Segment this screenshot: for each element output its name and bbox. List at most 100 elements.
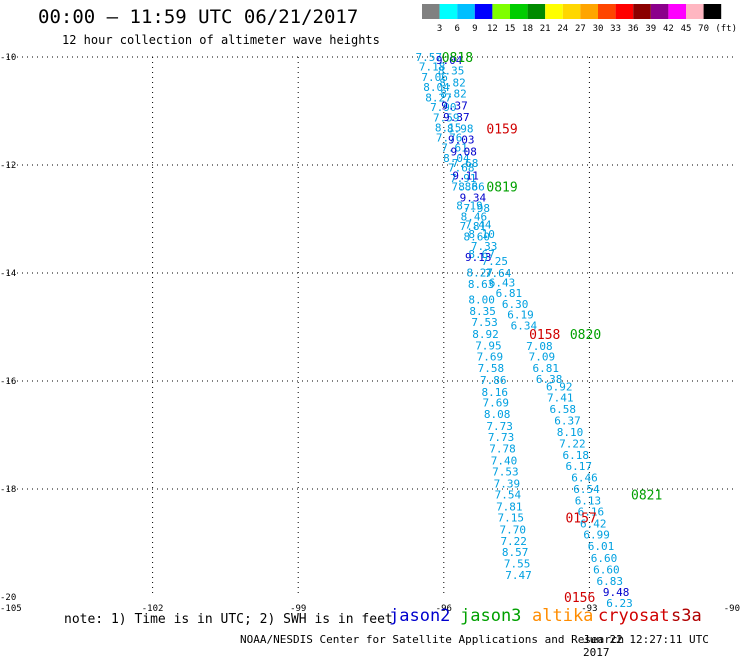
pass-time-label: 0818: [442, 51, 473, 66]
y-tick-label: -12: [0, 161, 16, 171]
wave-height-label: 9.34: [460, 191, 487, 204]
wave-height-label: 8.66: [458, 181, 485, 194]
x-tick-label: -90: [724, 604, 740, 614]
colorbar-label: 6: [454, 24, 459, 34]
wave-height-label: 8.15: [435, 122, 462, 135]
wave-height-label: 7.69: [482, 397, 509, 410]
wave-height-label: 8.27: [466, 266, 493, 279]
wave-height-label: 6.19: [507, 309, 534, 322]
wave-height-label: 7.53: [471, 316, 498, 329]
wave-height-label: 8.19: [456, 200, 483, 213]
wave-height-label: 7.47: [505, 569, 532, 582]
wave-height-label: 8.92: [472, 328, 499, 341]
colorbar-swatch: [457, 4, 475, 19]
y-tick-label: -10: [0, 53, 16, 63]
colorbar-swatch: [422, 4, 440, 19]
pass-time-label: 0159: [486, 122, 517, 137]
colorbar-swatch: [668, 4, 686, 19]
wave-height-label: 7.81: [496, 500, 523, 513]
wave-height-label: 6.58: [549, 403, 576, 416]
colorbar-label: 9: [472, 24, 477, 34]
wave-height-label: 8.60: [464, 230, 491, 243]
colorbar-label: 18: [522, 24, 533, 34]
colorbar-label: 45: [681, 24, 692, 34]
wave-height-label: 6.60: [593, 563, 620, 576]
wave-height-label: 7.25: [482, 255, 509, 268]
wave-height-label: 6.37: [554, 414, 581, 427]
x-tick-label: -102: [142, 604, 164, 614]
colorbar-swatch: [615, 4, 634, 19]
wave-height-label: 6.34: [511, 319, 538, 332]
wave-height-label: 6.46: [571, 472, 598, 485]
wave-height-label: 7.81: [460, 220, 487, 233]
wave-height-label: 7.44: [465, 218, 492, 231]
colorbar-unit: (ft): [715, 24, 737, 34]
colorbar-swatch: [527, 4, 546, 19]
footer-generated-time: Jun 22 12:27:11 UTC 2017: [583, 633, 709, 659]
x-tick-label: -96: [436, 604, 452, 614]
wave-height-label: 6.83: [597, 575, 624, 588]
wave-height-label: 8.08: [484, 408, 511, 421]
wave-height-label: 6.92: [546, 380, 573, 393]
wave-height-label: 7.76: [436, 131, 463, 144]
colorbar-swatch: [686, 4, 704, 19]
wave-height-label: 8.46: [461, 210, 488, 223]
colorbar-label: 30: [593, 24, 604, 34]
wave-height-label: 7.88: [451, 181, 478, 194]
wave-height-label: 6.43: [489, 277, 516, 290]
pass-time-label: 0157: [565, 512, 596, 527]
colorbar-label: 15: [505, 24, 516, 34]
colorbar-swatch: [650, 4, 669, 19]
footer-note: note: 1) Time is in UTC; 2) SWH is in fe…: [64, 612, 393, 627]
wave-height-label: 7.73: [486, 420, 513, 433]
y-tick-label: -16: [0, 377, 16, 387]
wave-height-label: 6.42: [580, 518, 607, 531]
wave-height-label: 8.67: [468, 248, 495, 261]
colorbar-label: 21: [540, 24, 551, 34]
wave-height-label: 8.98: [447, 122, 474, 135]
wave-height-label: 6.81: [496, 287, 523, 300]
wave-height-label: 8.57: [502, 546, 529, 559]
wave-height-label: 7.61: [441, 142, 468, 155]
wave-height-label: 7.73: [488, 431, 515, 444]
pass-time-labels: 0818 0159 0819 0158 0820 0157 0821 0156: [442, 51, 663, 606]
legend-entry-altika: altika: [532, 606, 594, 626]
wave-height-label: 7.08: [526, 340, 553, 353]
wave-height-label: 9.08: [450, 146, 477, 159]
wave-height-label: 7.06: [421, 71, 448, 84]
wave-height-label: 6.13: [575, 494, 602, 507]
colorbar-swatch: [545, 4, 563, 19]
colorbar-label: 24: [557, 24, 568, 34]
colorbar-swatch: [510, 4, 528, 19]
colorbar-label: 27: [575, 24, 586, 34]
wave-height-label: 7.91: [450, 172, 477, 185]
wave-height-label: 7.39: [494, 478, 521, 491]
wave-height-label: 7.58: [478, 362, 505, 375]
wave-height-label: 9.13: [465, 251, 492, 264]
wave-height-label: 8.10: [557, 426, 584, 439]
wave-height-label: 8.16: [482, 386, 509, 399]
wave-height-label: 7.68: [452, 157, 479, 170]
colorbar-label: 42: [663, 24, 674, 34]
wave-height-label: 9.48: [603, 586, 630, 599]
wave-height-label: 7.55: [504, 558, 531, 571]
wave-height-label: 8.82: [440, 88, 467, 101]
colorbar-label: 3: [437, 24, 442, 34]
y-tick-label: -14: [0, 269, 16, 279]
wave-height-label: 7.15: [498, 512, 525, 525]
wave-height-label: 8.35: [469, 305, 496, 318]
wave-height-label: 6.23: [606, 597, 633, 610]
wave-height-label: 8.63: [468, 278, 495, 291]
wave-height-label: 9.37: [443, 111, 470, 124]
wave-height-label: 7.69: [477, 351, 504, 364]
x-tick-label: -105: [0, 604, 22, 614]
footer-credit: NOAA/NESDIS Center for Satellite Applica…: [240, 633, 625, 646]
legend-entry-jason3: jason3: [460, 606, 522, 626]
colorbar-swatch: [474, 4, 493, 19]
wave-height-label: 7.09: [529, 351, 556, 364]
wave-height-label: 7.54: [495, 488, 522, 501]
wave-height-label: 7.40: [491, 454, 518, 467]
x-tick-label: -99: [290, 604, 306, 614]
wave-height-label: 8.10: [468, 228, 495, 241]
wave-height-label: 6.18: [563, 449, 590, 462]
